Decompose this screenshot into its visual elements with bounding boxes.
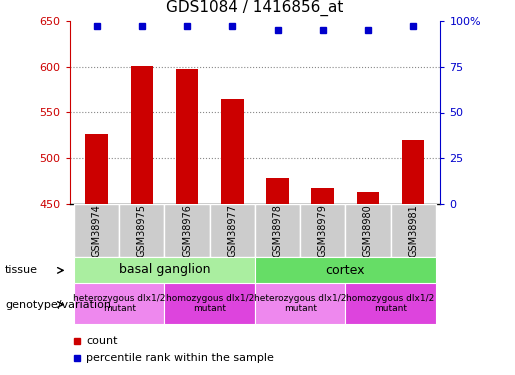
Bar: [255, 204, 300, 257]
Text: GSM38977: GSM38977: [227, 204, 237, 257]
Text: homozygous dlx1/2
mutant: homozygous dlx1/2 mutant: [166, 294, 254, 314]
Text: GSM38981: GSM38981: [408, 204, 418, 257]
Text: GSM38979: GSM38979: [318, 204, 328, 257]
Bar: [131, 66, 153, 204]
Text: GSM38974: GSM38974: [92, 204, 101, 257]
Bar: [266, 178, 289, 204]
Bar: [74, 257, 255, 283]
Bar: [255, 257, 436, 283]
Text: GSM38975: GSM38975: [137, 204, 147, 257]
Bar: [255, 283, 346, 324]
Text: basal ganglion: basal ganglion: [119, 264, 210, 276]
Text: GSM38980: GSM38980: [363, 204, 373, 257]
Bar: [312, 188, 334, 204]
Text: GSM38978: GSM38978: [272, 204, 283, 257]
Text: count: count: [86, 336, 118, 346]
Text: percentile rank within the sample: percentile rank within the sample: [86, 353, 274, 363]
Text: heterozygous dlx1/2
mutant: heterozygous dlx1/2 mutant: [73, 294, 165, 314]
Bar: [74, 283, 164, 324]
Bar: [164, 283, 255, 324]
Bar: [176, 69, 198, 204]
Bar: [119, 204, 164, 257]
Bar: [390, 204, 436, 257]
Bar: [74, 204, 119, 257]
Bar: [164, 204, 210, 257]
Bar: [221, 99, 244, 204]
Text: homozygous dlx1/2
mutant: homozygous dlx1/2 mutant: [347, 294, 435, 314]
Bar: [85, 134, 108, 204]
Text: cortex: cortex: [325, 264, 365, 276]
Bar: [357, 192, 379, 204]
Bar: [346, 204, 390, 257]
Text: GSM38976: GSM38976: [182, 204, 192, 257]
Bar: [402, 140, 424, 204]
Text: genotype/variation: genotype/variation: [5, 300, 111, 309]
Bar: [346, 283, 436, 324]
Text: heterozygous dlx1/2
mutant: heterozygous dlx1/2 mutant: [254, 294, 346, 314]
Title: GDS1084 / 1416856_at: GDS1084 / 1416856_at: [166, 0, 344, 16]
Bar: [210, 204, 255, 257]
Bar: [300, 204, 346, 257]
Text: tissue: tissue: [5, 266, 38, 275]
